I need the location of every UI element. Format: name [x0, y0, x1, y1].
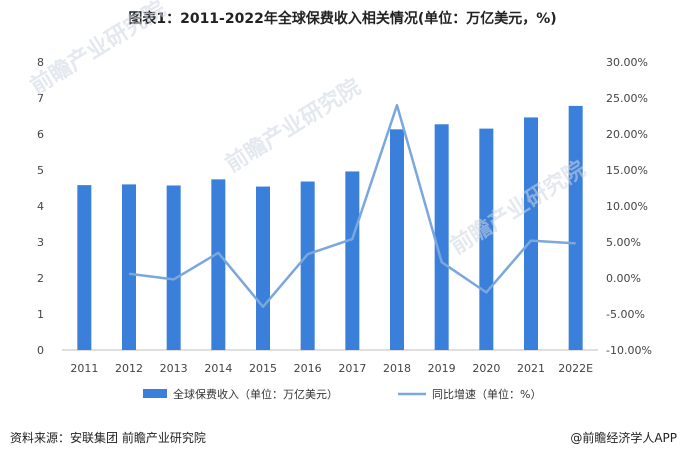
bar-2021	[524, 117, 538, 350]
x-tick-label: 2017	[338, 362, 366, 375]
x-tick-label: 2014	[204, 362, 232, 375]
x-tick-label: 2013	[160, 362, 188, 375]
bar-2016	[300, 181, 315, 350]
bar-2011	[77, 185, 92, 350]
bar-2017	[345, 171, 360, 350]
x-tick-label: 2015	[249, 362, 277, 375]
x-tick-label: 2019	[428, 362, 456, 375]
bar-2015	[256, 186, 270, 350]
brand-text: @前瞻经济学人APP	[570, 431, 677, 445]
bar-2013	[166, 185, 181, 350]
chart-title: 图表1：2011-2022年全球保费收入相关情况(单位：万亿美元，%)	[128, 11, 557, 27]
y-right-tick-label: 20.00%	[606, 128, 648, 141]
legend-bar-label: 全球保费收入（单位：万亿美元）	[173, 387, 338, 401]
bar-2019	[434, 124, 449, 350]
x-tick-label: 2016	[294, 362, 322, 375]
y-right-tick-label: 10.00%	[606, 200, 648, 213]
x-tick-label: 2022E	[558, 362, 593, 375]
y-left-tick-label: 5	[37, 164, 44, 177]
y-left-tick-label: 4	[37, 200, 44, 213]
y-right-tick-label: 15.00%	[606, 164, 648, 177]
y-left-tick-label: 8	[37, 56, 44, 69]
legend-line-label: 同比增速（单位：%）	[432, 387, 541, 401]
y-right-tick-label: 0.00%	[606, 272, 641, 285]
bar-2018	[390, 129, 404, 350]
bar-2020	[479, 128, 494, 350]
x-tick-label: 2021	[517, 362, 545, 375]
y-right-tick-label: 30.00%	[606, 56, 648, 69]
y-left-tick-label: 0	[37, 344, 44, 357]
footer: 资料来源：安联集团 前瞻产业研究院 @前瞻经济学人APP	[0, 425, 685, 455]
x-tick-label: 2011	[70, 362, 98, 375]
x-tick-label: 2020	[472, 362, 500, 375]
y-right-tick-label: -5.00%	[606, 308, 645, 321]
source-text: 资料来源：安联集团 前瞻产业研究院	[10, 431, 206, 445]
y-left-tick-label: 3	[37, 236, 44, 249]
y-right-tick-label: 5.00%	[606, 236, 641, 249]
y-right-tick-label: -10.00%	[606, 344, 652, 357]
y-left-tick-label: 2	[37, 272, 44, 285]
bar-2022E	[568, 105, 583, 350]
bar-2012	[122, 184, 136, 350]
y-right-tick-label: 25.00%	[606, 92, 648, 105]
chart-canvas: 0 1 2 3 4 5 6 7 8 -10.00% -5.00% 0.00% 5.00% 10.00% 15…	[37, 56, 652, 401]
growth-rate-line	[128, 103, 576, 309]
y-left-tick-label: 7	[37, 92, 44, 105]
legend-bar-swatch	[143, 389, 167, 398]
x-tick-label: 2012	[115, 362, 143, 375]
bar-2014	[211, 179, 226, 350]
x-tick-label: 2018	[383, 362, 411, 375]
y-left-tick-label: 6	[37, 128, 44, 141]
y-left-tick-label: 1	[37, 308, 44, 321]
